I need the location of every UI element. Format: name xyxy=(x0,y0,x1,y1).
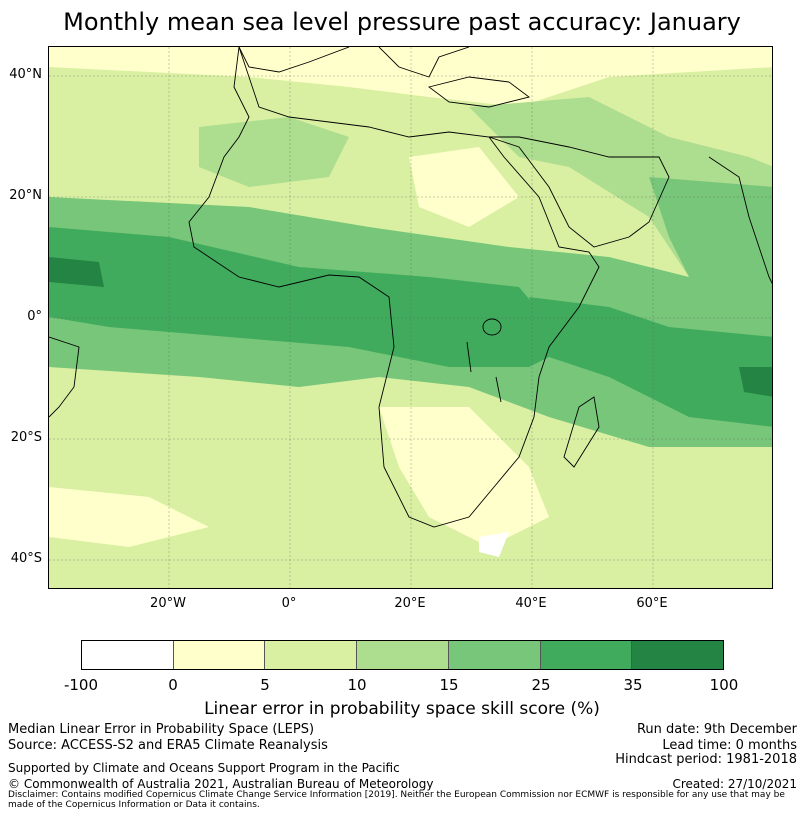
africa-coastline xyxy=(188,47,600,528)
lat-label-20s: 20°S xyxy=(10,430,42,445)
colorbar-segment xyxy=(357,641,449,669)
madagascar-coastline xyxy=(563,396,600,468)
lon-label-20e: 20°E xyxy=(394,596,426,611)
coastlines xyxy=(49,47,772,528)
footer-hindcast: Hindcast period: 1981-2018 xyxy=(615,752,797,767)
lon-label-20w: 20°W xyxy=(150,596,186,611)
lat-label-40n: 40°N xyxy=(9,67,42,82)
lat-label-40s: 40°S xyxy=(10,551,42,566)
arabia-coastline xyxy=(488,136,670,248)
colorbar xyxy=(81,640,724,670)
chart-title: Monthly mean sea level pressure past acc… xyxy=(63,8,741,36)
skill-map xyxy=(48,46,773,589)
region-sahara-east xyxy=(409,147,519,227)
colorbar-tick: 35 xyxy=(623,676,643,694)
footer-lead-time: Lead time: 0 months xyxy=(662,738,797,753)
skill-map-svg xyxy=(49,47,772,588)
india-coastline xyxy=(708,156,772,285)
iberia-coastline xyxy=(238,47,350,73)
footer-created: Created: 27/10/2021 xyxy=(672,777,797,791)
footer-supported: Supported by Climate and Oceans Support … xyxy=(8,761,400,775)
footer-disclaimer: Disclaimer: Contains modified Copernicus… xyxy=(8,790,785,810)
colorbar-tick: 0 xyxy=(168,676,178,694)
south-america-coastline xyxy=(49,336,80,418)
colorbar-segment xyxy=(82,641,174,669)
footer-source: Source: ACCESS-S2 and ERA5 Climate Reana… xyxy=(8,738,328,753)
footer-metric: Median Linear Error in Probability Space… xyxy=(8,722,315,737)
colorbar-label: Linear error in probability space skill … xyxy=(204,699,600,719)
colorbar-tick: 10 xyxy=(347,676,367,694)
footer-run-date: Run date: 9th December xyxy=(636,722,797,737)
lon-label-0: 0° xyxy=(281,596,297,611)
lon-label-40e: 40°E xyxy=(515,596,547,611)
italy-coastline xyxy=(378,47,470,78)
graticule xyxy=(49,47,772,588)
colorbar-segment xyxy=(632,641,724,669)
colorbar-segment xyxy=(448,641,541,669)
colorbar-tick: -100 xyxy=(63,676,99,694)
lake-malawi xyxy=(495,376,502,403)
colorbar-segment xyxy=(540,641,633,669)
region-indian-ocean-high xyxy=(529,297,772,427)
lat-label-0: 0° xyxy=(27,309,42,324)
colorbar-tick: 25 xyxy=(531,676,551,694)
region-indian-peak xyxy=(739,367,772,397)
colorbar-segment xyxy=(265,641,358,669)
turkey-coastline xyxy=(427,76,531,108)
region-sahara-west xyxy=(199,117,349,187)
region-tropics-high xyxy=(49,227,569,367)
region-atlantic-peak xyxy=(49,257,104,287)
region-arabian-sea xyxy=(649,177,772,307)
lon-label-60e: 60°E xyxy=(636,596,668,611)
footer-copyright: © Commonwealth of Australia 2021, Austra… xyxy=(8,777,434,791)
colorbar-tick: 5 xyxy=(260,676,270,694)
lake-victoria xyxy=(482,318,502,336)
region-south-africa-pale xyxy=(379,407,549,547)
colorbar-segment xyxy=(173,641,266,669)
region-pale-north xyxy=(49,47,772,107)
colorbar-tick: 15 xyxy=(439,676,459,694)
colorbar-tick: 100 xyxy=(709,676,739,694)
lat-label-20n: 20°N xyxy=(9,188,42,203)
lake-tanganyika xyxy=(466,341,472,373)
region-white-patch xyxy=(479,532,509,557)
